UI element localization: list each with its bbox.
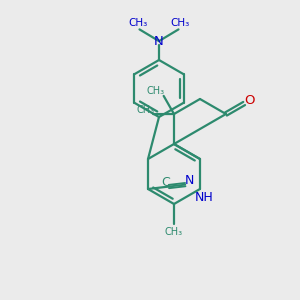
Text: N: N (154, 34, 164, 48)
Text: CH₃: CH₃ (170, 18, 190, 28)
Text: CH₃: CH₃ (128, 18, 148, 28)
Text: N: N (185, 174, 194, 187)
Text: C: C (161, 176, 170, 188)
Text: NH: NH (195, 191, 214, 204)
Text: CH₃: CH₃ (136, 105, 155, 115)
Text: CH₃: CH₃ (165, 227, 183, 237)
Text: CH₃: CH₃ (147, 86, 165, 96)
Text: O: O (244, 94, 255, 107)
